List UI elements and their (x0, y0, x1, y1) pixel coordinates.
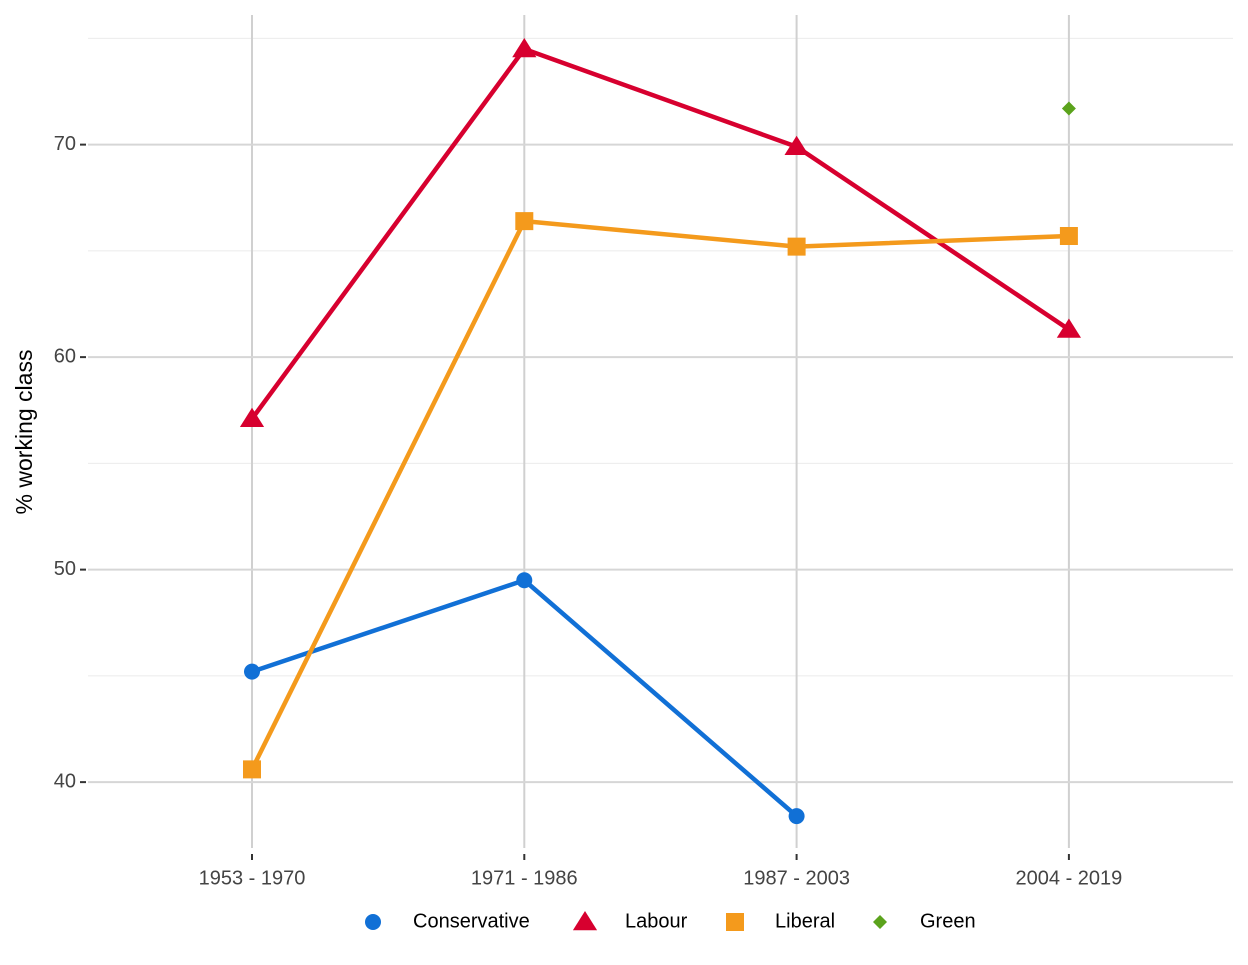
point (787, 237, 806, 256)
legend-key (572, 911, 598, 931)
legend-key (726, 913, 744, 931)
point (515, 212, 534, 231)
y-tick-label: 40 (54, 770, 76, 792)
series-line (249, 218, 1069, 771)
legend-label: Labour (625, 910, 688, 932)
point (512, 38, 537, 58)
x-tick-label: 1953 - 1970 (199, 867, 306, 889)
x-tick-label: 2004 - 2019 (1016, 867, 1123, 889)
legend-key (873, 915, 887, 929)
legend-label: Green (920, 910, 976, 932)
x-tick-label: 1971 - 1986 (471, 867, 578, 889)
x-tick-label: 1987 - 2003 (743, 867, 850, 889)
point (1059, 227, 1078, 245)
point (788, 808, 805, 825)
point (239, 407, 265, 427)
point (516, 572, 533, 589)
point (244, 663, 260, 680)
legend-label: Liberal (775, 910, 835, 932)
point (784, 135, 809, 155)
y-tick-label: 70 (54, 133, 76, 155)
y-tick-label: 50 (54, 558, 76, 580)
point (243, 760, 261, 779)
y-tick-label: 60 (54, 345, 76, 367)
point (1056, 318, 1081, 338)
legend-key (365, 914, 381, 930)
point (1061, 101, 1076, 116)
legend-label: Conservative (413, 910, 530, 932)
series-line (250, 46, 1071, 421)
y-axis-title: % working class (11, 350, 37, 515)
